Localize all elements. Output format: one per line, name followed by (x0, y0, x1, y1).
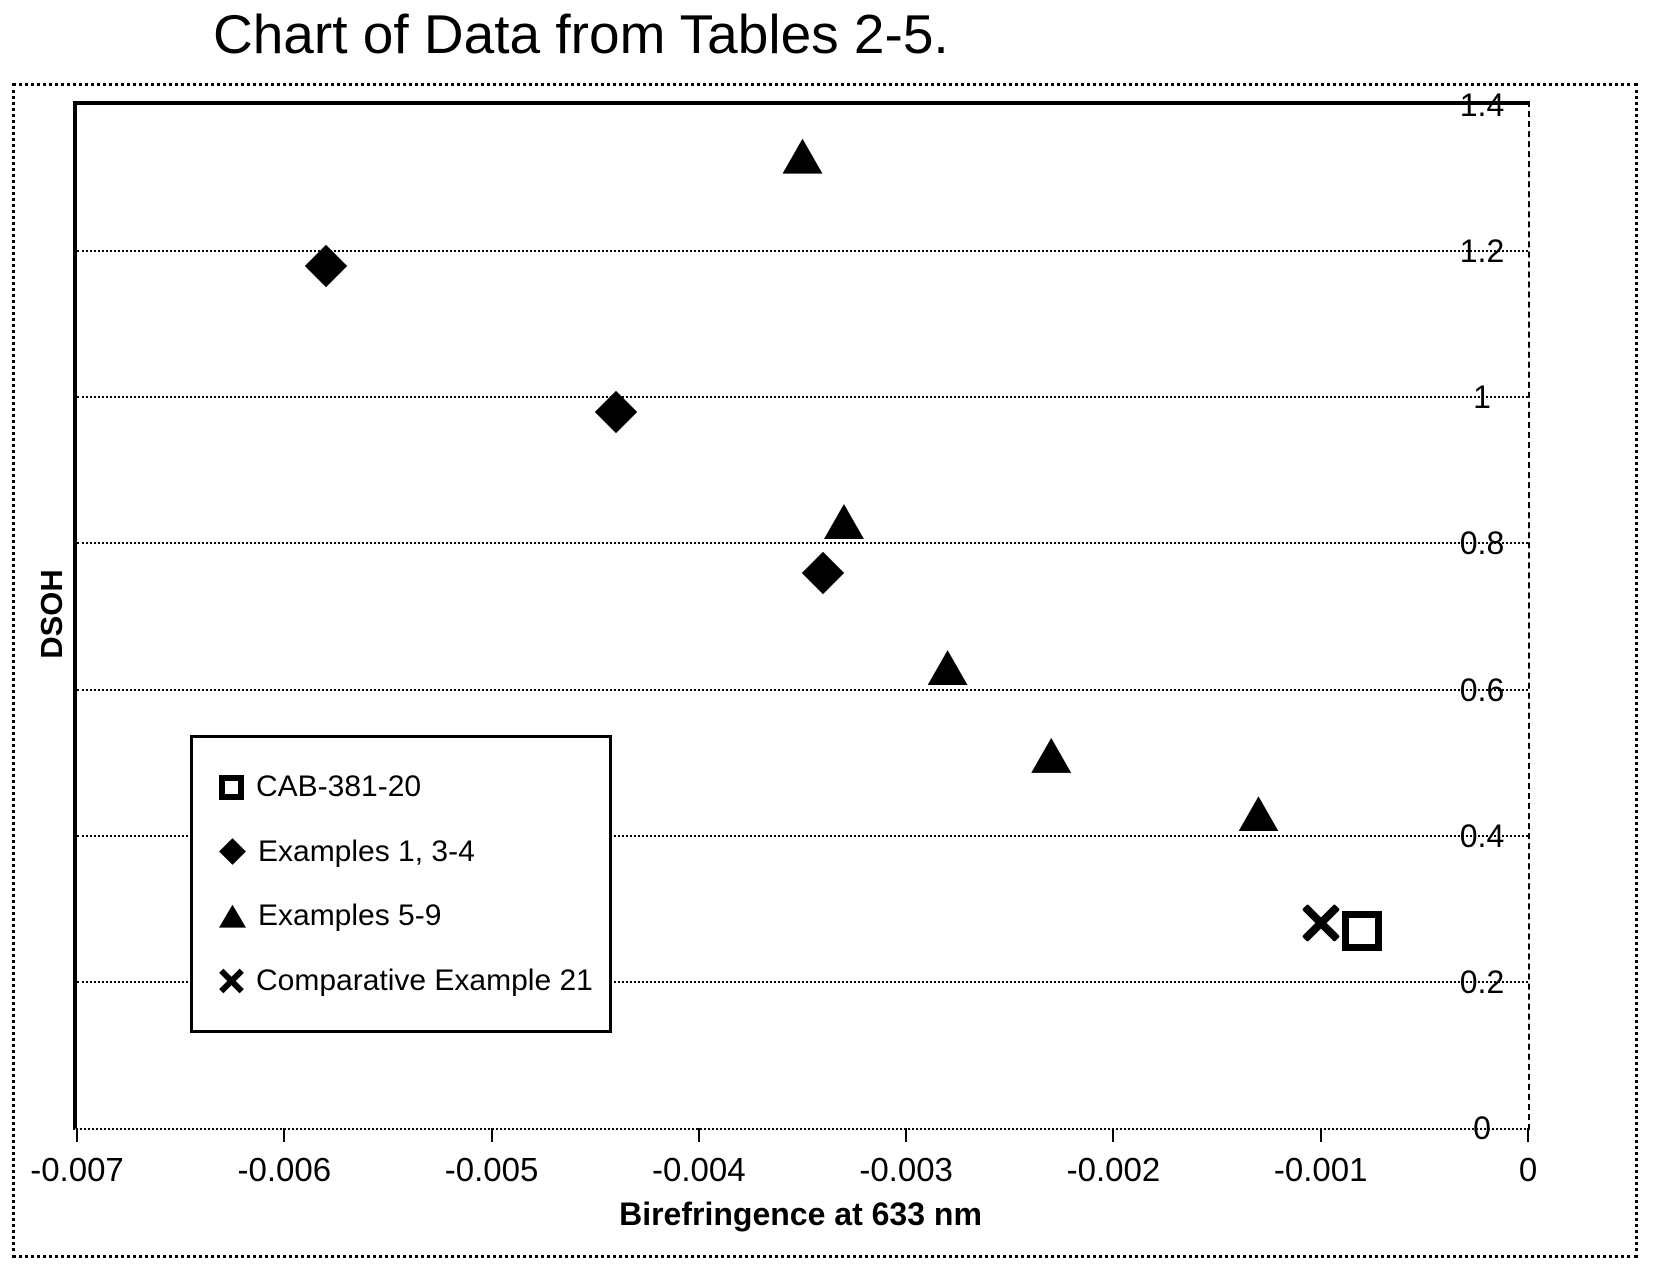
marker-filled-triangle (1238, 796, 1279, 832)
y-tick-label: 1.2 (1459, 233, 1505, 270)
y-tick-label: 1.4 (1459, 87, 1505, 123)
gridline-y-1.2 (77, 250, 1528, 253)
y-tick-label: 0.4 (1459, 817, 1505, 854)
gridline-y-0.8 (77, 542, 1528, 545)
legend-item-cab-381-20: CAB-381-20 (193, 770, 609, 804)
marker-filled-triangle (927, 650, 968, 686)
legend-label: CAB-381-20 (256, 770, 422, 804)
x-tick-label: 0 (1518, 1151, 1538, 1188)
marker-filled-triangle (1031, 737, 1072, 773)
filled-diamond-icon (219, 838, 246, 866)
x-tick-label: -0.002 (1066, 1151, 1161, 1188)
x-tick-label: -0.007 (30, 1151, 124, 1188)
y-tick-label: 0.8 (1459, 525, 1505, 562)
marker-filled-triangle (782, 138, 823, 174)
y-tick-label: 0.2 (1459, 963, 1505, 1000)
x-tick-mark (697, 1128, 700, 1142)
x-tick-mark (905, 1128, 908, 1142)
chart-legend: CAB-381-20 Examples 1, 3-4 Examples 5-9 … (190, 735, 612, 1033)
page-title: Chart of Data from Tables 2-5. (213, 3, 949, 65)
marker-open-square (1342, 910, 1383, 951)
gridline-y-0.2 (77, 980, 1528, 983)
filled-triangle-icon (219, 904, 246, 928)
legend-item-examples-1-3-4: Examples 1, 3-4 (193, 835, 609, 869)
legend-label: Comparative Example 21 (256, 963, 593, 997)
marker-filled-triangle (823, 504, 864, 539)
x-tick-mark (283, 1128, 286, 1142)
x-tick-mark (1319, 1128, 1322, 1142)
marker-x-cross (1301, 903, 1341, 943)
y-tick-label: 1 (1473, 379, 1491, 416)
marker-filled-diamond (802, 551, 845, 594)
figure-frame (12, 83, 1638, 1258)
x-tick-mark (1112, 1128, 1115, 1142)
gridline-y-0.4 (77, 834, 1528, 837)
gridline-y-1 (77, 396, 1528, 399)
x-tick-label: -0.006 (237, 1151, 332, 1188)
x-tick-mark (76, 1128, 78, 1142)
x-tick-label: -0.003 (859, 1151, 953, 1188)
y-tick-label: 0.6 (1459, 671, 1505, 708)
gridline-y-0.6 (77, 688, 1528, 691)
x-tick-mark (490, 1128, 493, 1142)
x-tick-label: -0.004 (652, 1151, 746, 1188)
x-tick-label: -0.001 (1273, 1151, 1368, 1188)
legend-label: Examples 5-9 (258, 899, 442, 933)
x-cross-icon (219, 968, 244, 993)
y-tick-label: 0 (1473, 1110, 1491, 1146)
x-tick-label: -0.005 (444, 1151, 539, 1188)
legend-label: Examples 1, 3-4 (258, 834, 475, 868)
x-tick-mark (1527, 1128, 1529, 1142)
legend-item-examples-5-9: Examples 5-9 (193, 899, 609, 933)
legend-item-comparative-example-21: Comparative Example 21 (193, 964, 609, 998)
x-axis-title: Birefringence at 633 nm (619, 1196, 982, 1232)
open-square-icon (219, 774, 244, 800)
y-axis-title: DSOH (34, 569, 69, 659)
